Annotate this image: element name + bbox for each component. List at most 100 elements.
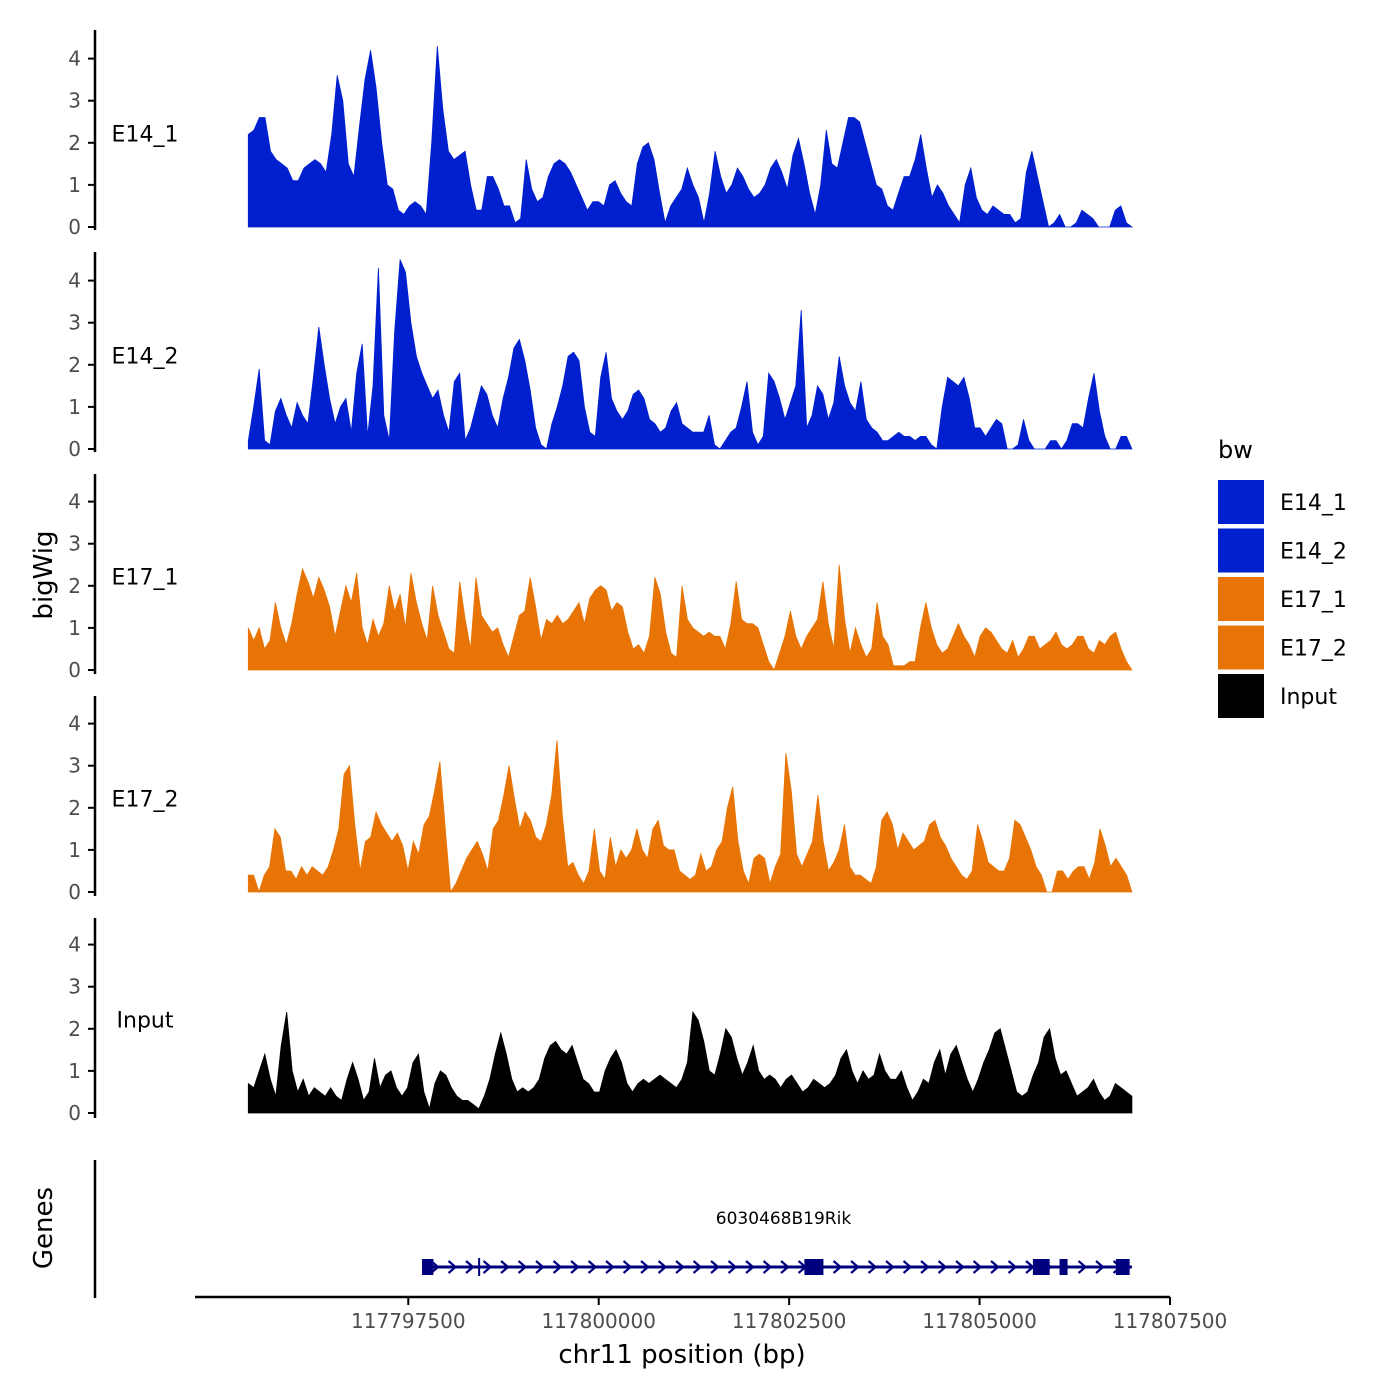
strand-arrow [1095,1260,1105,1274]
strand-arrow [500,1260,510,1274]
y-tick-label: 2 [68,353,81,377]
strand-arrow [762,1260,773,1274]
strand-arrow [517,1260,528,1274]
strand-arrow [710,1260,720,1274]
y-tick-label: 3 [68,89,81,113]
strand-arrow [535,1260,545,1274]
strand-arrow [902,1260,913,1274]
gene-exon [421,1259,434,1275]
track-label-E17_1: E17_1 [112,565,179,590]
strand-arrow [657,1260,668,1274]
legend-label-Input: Input [1280,685,1337,710]
y-tick-label: 0 [68,1101,81,1125]
strand-arrow [990,1260,1000,1274]
series-area-E14_1 [247,45,1134,228]
track-label-E14_2: E14_2 [112,344,179,369]
track-E14_2: 0 1 2 3 4 E14_2 [68,252,1133,461]
x-tick-label: 117807500 [1113,1309,1228,1333]
strand-arrow [745,1260,755,1274]
y-tick-label: 1 [68,1059,81,1083]
x-tick-label: 117797500 [351,1309,466,1333]
strand-arrow [675,1260,685,1274]
series-area-Input [247,1010,1133,1114]
legend-label-E14_1: E14_1 [1280,491,1347,516]
y-tick-label: 4 [68,269,81,293]
legend-swatch-E14_2 [1218,528,1264,573]
y-tick-label: 0 [68,437,81,461]
strand-arrow [937,1260,948,1274]
y-tick-label: 3 [68,754,81,778]
strand-arrow [552,1260,563,1274]
series-area-E14_2 [247,259,1133,450]
y-tick-label: 4 [68,490,81,514]
track-E14_1: 0 1 2 3 4 E14_1 [68,30,1134,239]
y-tick-label: 2 [68,131,81,155]
strand-arrow [920,1260,930,1274]
track-label-E17_2: E17_2 [112,787,179,812]
strand-arrow [692,1260,703,1274]
y-tick-label: 3 [68,975,81,999]
y-tick-label: 1 [68,395,81,419]
gene-exon [1032,1259,1050,1275]
track-Input: 0 1 2 3 4 Input [68,918,1133,1125]
x-tick-label: 117800000 [541,1309,656,1333]
y-tick-label: 2 [68,796,81,820]
track-E17_2: 0 1 2 3 4 E17_2 [68,696,1133,904]
strand-arrow [972,1260,983,1274]
y-tick-label: 3 [68,311,81,335]
genes-axis-title: Genes [29,1187,59,1269]
series-area-E17_1 [247,564,1133,671]
track-panels: 0 1 2 3 4 E14_1 0 1 2 3 4 E14_2 0 1 2 3 4 E17_1 0 1 2 3 4 E17_2… [68,30,1134,1125]
y-tick-label: 2 [68,574,81,598]
legend-label-E17_1: E17_1 [1280,588,1347,613]
strand-arrow [622,1260,633,1274]
track-label-Input: Input [117,1008,174,1033]
x-axis: 117797500 117800000 117802500 117805000 1178… [195,1295,1228,1333]
strand-arrow [955,1260,965,1274]
y-axis-title: bigWig [29,530,59,619]
legend-swatch-E14_1 [1218,480,1264,524]
strand-arrow [447,1260,458,1274]
strand-arrow [605,1260,615,1274]
y-tick-label: 0 [68,880,81,904]
strand-arrow [570,1260,580,1274]
y-tick-label: 0 [68,215,81,239]
strand-arrow [850,1260,860,1274]
y-tick-label: 4 [68,47,81,71]
strand-arrow [640,1260,650,1274]
strand-arrow [885,1260,895,1274]
y-tick-label: 1 [68,173,81,197]
x-tick-label: 117802500 [732,1309,847,1333]
strand-arrow [727,1260,738,1274]
legend-title: bw [1218,436,1253,464]
strand-arrow [780,1260,790,1274]
legend-label-E14_2: E14_2 [1280,540,1347,565]
gene-exon [1059,1259,1068,1275]
legend-label-E17_2: E17_2 [1280,637,1347,662]
y-tick-label: 4 [68,933,81,957]
strand-arrow [465,1260,475,1274]
y-tick-label: 1 [68,838,81,862]
gene-exon [804,1259,824,1275]
legend-swatch-E17_2 [1218,625,1264,670]
track-label-E14_1: E14_1 [112,122,179,147]
legend: bw E14_1 E14_2 E17_1 E17_2 Input [1218,436,1347,718]
strand-arrow [482,1260,493,1274]
series-area-E17_2 [247,740,1133,894]
x-axis-title: chr11 position (bp) [558,1340,805,1370]
strand-arrow [1077,1260,1088,1274]
y-tick-label: 0 [68,658,81,682]
x-tick-label: 117805000 [922,1309,1037,1333]
gene-exon [1115,1259,1130,1275]
strand-arrow [587,1260,598,1274]
strand-arrow [1007,1260,1018,1274]
gene-name-label: 6030468B19Rik [716,1209,852,1229]
strand-arrow [832,1260,843,1274]
y-tick-label: 1 [68,616,81,640]
strand-arrow [867,1260,878,1274]
y-tick-label: 4 [68,712,81,736]
legend-swatch-Input [1218,674,1264,718]
track-E17_1: 0 1 2 3 4 E17_1 [68,474,1133,682]
y-tick-label: 3 [68,532,81,556]
